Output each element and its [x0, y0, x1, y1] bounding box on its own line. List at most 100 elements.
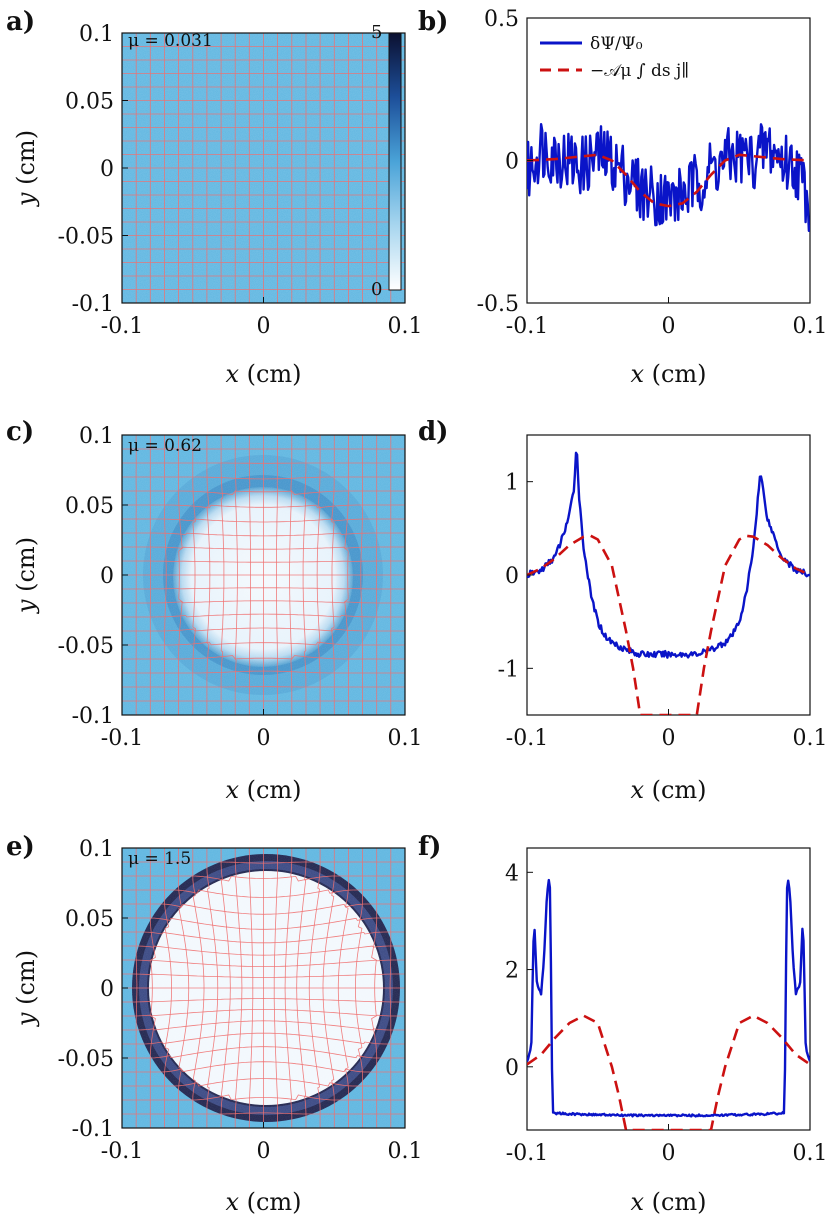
- grid-line-vertical: [276, 435, 279, 715]
- grid-line-vertical: [308, 848, 321, 1128]
- y-tick-label: -0.5: [477, 292, 519, 317]
- x-axis-label: x (cm): [225, 360, 301, 388]
- y-tick-label: 4: [505, 861, 519, 886]
- grid-line-horizontal: [122, 945, 405, 956]
- axis-ticks: -0.1 0 0.1 0.1 0.05 0 -0.05 -0.1 x (cm) y (cm): [12, 837, 423, 1216]
- x-tick-label: -0.1: [101, 314, 143, 339]
- axis-ticks: -0.1 0 0.1 0.1 0.05 0 -0.05 -0.1 x (cm) y (cm): [12, 22, 423, 388]
- mu-label-e: μ = 1.5: [128, 849, 191, 869]
- heatmap-panel-c: μ = 0.62 -0.1 0 0.1 0.1 0.05 0 -0.05 -0.1 x (cm)…: [12, 424, 423, 804]
- axis-ticks: -0.1 0 0.1 0.1 0.05 0 -0.05 -0.1 x (cm) y (cm): [12, 424, 423, 804]
- x-tick-label: -0.1: [101, 1139, 143, 1164]
- y-tick-label: 0.1: [79, 837, 114, 862]
- y-tick-label: 0: [505, 1056, 519, 1081]
- grid-line-vertical: [302, 435, 307, 715]
- series-lines: [527, 878, 810, 1130]
- y-tick-label: 0.1: [79, 22, 114, 47]
- mu-label-a: μ = 0.031: [128, 31, 213, 51]
- grid-lines: [122, 848, 405, 1128]
- grid-line-vertical: [289, 435, 293, 715]
- panel-label-c: c): [6, 417, 34, 447]
- mu-label-c: μ = 0.62: [128, 436, 202, 456]
- y-tick-label: -0.05: [58, 1047, 114, 1072]
- x-axis-label: x (cm): [630, 360, 706, 388]
- x-tick-label: -0.1: [506, 726, 548, 751]
- series-lines: [527, 451, 810, 715]
- grid-line-vertical: [322, 848, 335, 1128]
- grid-line-vertical: [371, 848, 378, 1128]
- grid-line-vertical: [284, 848, 293, 1128]
- axis-ticks: -0.1 0 0.1 4 2 0 x (cm): [505, 861, 828, 1216]
- series-lines: [527, 123, 810, 232]
- y-tick-label: 0.1: [79, 424, 114, 449]
- grid-line-horizontal: [122, 518, 405, 523]
- legend-label-2: −𝒜μ ∫ ds j∥: [590, 61, 689, 81]
- panel-label-f: f): [418, 832, 442, 862]
- series-delta-psi-line: [527, 451, 810, 659]
- panel-label-d: d): [418, 417, 448, 447]
- y-tick-label: -0.05: [58, 225, 114, 250]
- x-tick-label: 0.1: [388, 1139, 423, 1164]
- y-tick-label: -1: [498, 657, 519, 682]
- y-tick-label: 0: [100, 977, 114, 1002]
- grid-line-vertical: [344, 435, 349, 715]
- x-tick-label: 0.1: [793, 726, 828, 751]
- colorbar-max-label: 5: [371, 22, 382, 43]
- grid-line-vertical: [273, 848, 279, 1128]
- x-axis-label: x (cm): [630, 776, 706, 804]
- line-panel-b: -0.1 0 0.1 0.5 0 -0.5 x (cm) δΨ/Ψ₀ −𝒜μ ∫ ds j∥: [477, 7, 828, 388]
- grid-line-vertical: [360, 435, 363, 715]
- plot-frame: [526, 434, 811, 716]
- grid-line-horizontal: [122, 504, 405, 509]
- y-tick-label: -0.1: [72, 704, 114, 729]
- panel-label-b: b): [418, 7, 448, 37]
- grid-line-vertical: [337, 848, 349, 1128]
- y-tick-label: 0.05: [65, 494, 114, 519]
- grid-line-horizontal: [122, 931, 405, 944]
- x-tick-label: -0.1: [506, 314, 548, 339]
- heatmap-panel-a: μ = 0.031 5 0 -0.1 0 0.1 0.1 0.05 0 -0.05 -0.1 x…: [12, 22, 423, 388]
- grid-line-horizontal: [122, 560, 405, 563]
- y-tick-label: 0.05: [65, 907, 114, 932]
- panel-label-a: a): [6, 7, 35, 37]
- y-tick-label: -0.1: [72, 292, 114, 317]
- x-axis-label: x (cm): [630, 1188, 706, 1216]
- grid-lines: [122, 33, 405, 303]
- x-tick-label: -0.1: [506, 1141, 548, 1166]
- panel-label-e: e): [6, 832, 35, 862]
- grid-line-vertical: [331, 435, 335, 715]
- x-axis-label: x (cm): [225, 776, 301, 804]
- y-axis-label: y (cm): [12, 537, 40, 614]
- grid-line-horizontal: [122, 861, 405, 864]
- y-tick-label: 0: [505, 564, 519, 589]
- grid-line-vertical: [316, 435, 321, 715]
- x-tick-label: 0.1: [793, 1141, 828, 1166]
- grid-line-horizontal: [122, 917, 405, 930]
- x-tick-label: 0.1: [793, 314, 828, 339]
- y-tick-label: 0.05: [65, 90, 114, 115]
- y-tick-label: -0.1: [72, 1117, 114, 1142]
- x-tick-label: 0.1: [388, 314, 423, 339]
- grid-line-vertical: [389, 848, 392, 1128]
- series-current-integral-line: [527, 153, 810, 208]
- x-tick-label: 0: [662, 726, 676, 751]
- y-tick-label: 0.5: [484, 7, 519, 32]
- legend-label-1: δΨ/Ψ₀: [590, 34, 643, 54]
- x-tick-label: 0.1: [388, 726, 423, 751]
- x-tick-label: 0: [257, 1139, 271, 1164]
- grid-line-horizontal: [122, 476, 405, 480]
- grid-line-horizontal: [122, 903, 405, 915]
- y-tick-label: 0: [100, 564, 114, 589]
- x-tick-label: 0: [257, 314, 271, 339]
- grid-line-horizontal: [122, 490, 405, 495]
- axis-ticks: -0.1 0 0.1 0.5 0 -0.5 x (cm): [477, 7, 828, 388]
- line-panel-f: -0.1 0 0.1 4 2 0 x (cm): [505, 847, 828, 1216]
- axis-ticks: -0.1 0 0.1 1 0 -1 x (cm): [498, 471, 828, 804]
- y-tick-label: 0: [505, 150, 519, 175]
- grid-lines: [122, 435, 405, 715]
- grid-line-vertical: [296, 848, 307, 1128]
- grid-line-horizontal: [122, 546, 405, 550]
- legend: δΨ/Ψ₀ −𝒜μ ∫ ds j∥: [540, 34, 689, 81]
- y-tick-label: 1: [505, 471, 519, 496]
